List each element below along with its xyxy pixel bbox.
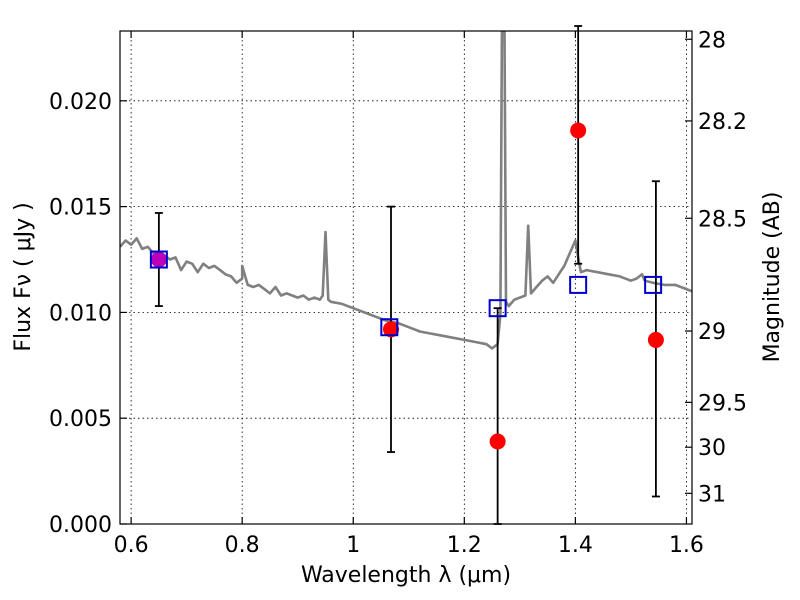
observed-point <box>489 433 506 450</box>
axes-ticks: 0.6 0.8 1 1.2 1.4 1.6 0.000 0.005 0.010 0.015 0.02… <box>49 28 747 558</box>
x-tick-label: 1.6 <box>669 533 704 558</box>
x-tick-label: 0.8 <box>225 533 260 558</box>
model-photometry-square <box>380 318 399 337</box>
y-tick-label: 0.000 <box>49 513 112 538</box>
y-tick-label: 0.010 <box>49 301 112 326</box>
x-tick-label: 0.6 <box>114 533 149 558</box>
right-tick-label: 31 <box>698 482 726 507</box>
y-tick-label: 0.020 <box>49 90 112 115</box>
y-tick-label: 0.015 <box>49 196 112 221</box>
right-tick-label: 29 <box>698 320 726 345</box>
observed-point <box>383 321 400 338</box>
observed-point <box>647 331 664 348</box>
error-bars <box>149 25 664 525</box>
plot-frame <box>119 30 693 525</box>
model-spectrum-line <box>120 31 692 350</box>
y-axis-right-title: Magnitude (AB) <box>760 192 785 363</box>
model-photometry-square <box>149 250 168 269</box>
observed-point <box>570 122 587 139</box>
right-tick-label: 28 <box>698 28 726 53</box>
model-photometry-square <box>644 275 663 294</box>
y-tick-label: 0.005 <box>49 407 112 432</box>
model-photometry-square <box>569 275 588 294</box>
right-tick-label: 28.2 <box>698 110 747 135</box>
x-tick-label: 1 <box>346 533 360 558</box>
observed-point <box>150 251 167 268</box>
x-axis-title: Wavelength λ (μm) <box>301 563 511 588</box>
right-tick-label: 28.5 <box>698 207 747 232</box>
right-tick-label: 30 <box>698 436 726 461</box>
x-tick-label: 1.4 <box>558 533 593 558</box>
right-tick-label: 29.5 <box>698 391 747 416</box>
plot-area <box>120 31 692 350</box>
model-photometry-square <box>488 299 507 318</box>
grid <box>120 31 692 525</box>
y-axis-title: Flux Fν ( μJy ) <box>11 202 36 351</box>
x-tick-label: 1.2 <box>447 533 482 558</box>
